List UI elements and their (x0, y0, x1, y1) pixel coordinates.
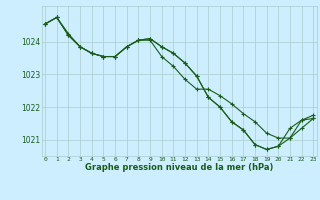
X-axis label: Graphe pression niveau de la mer (hPa): Graphe pression niveau de la mer (hPa) (85, 163, 273, 172)
